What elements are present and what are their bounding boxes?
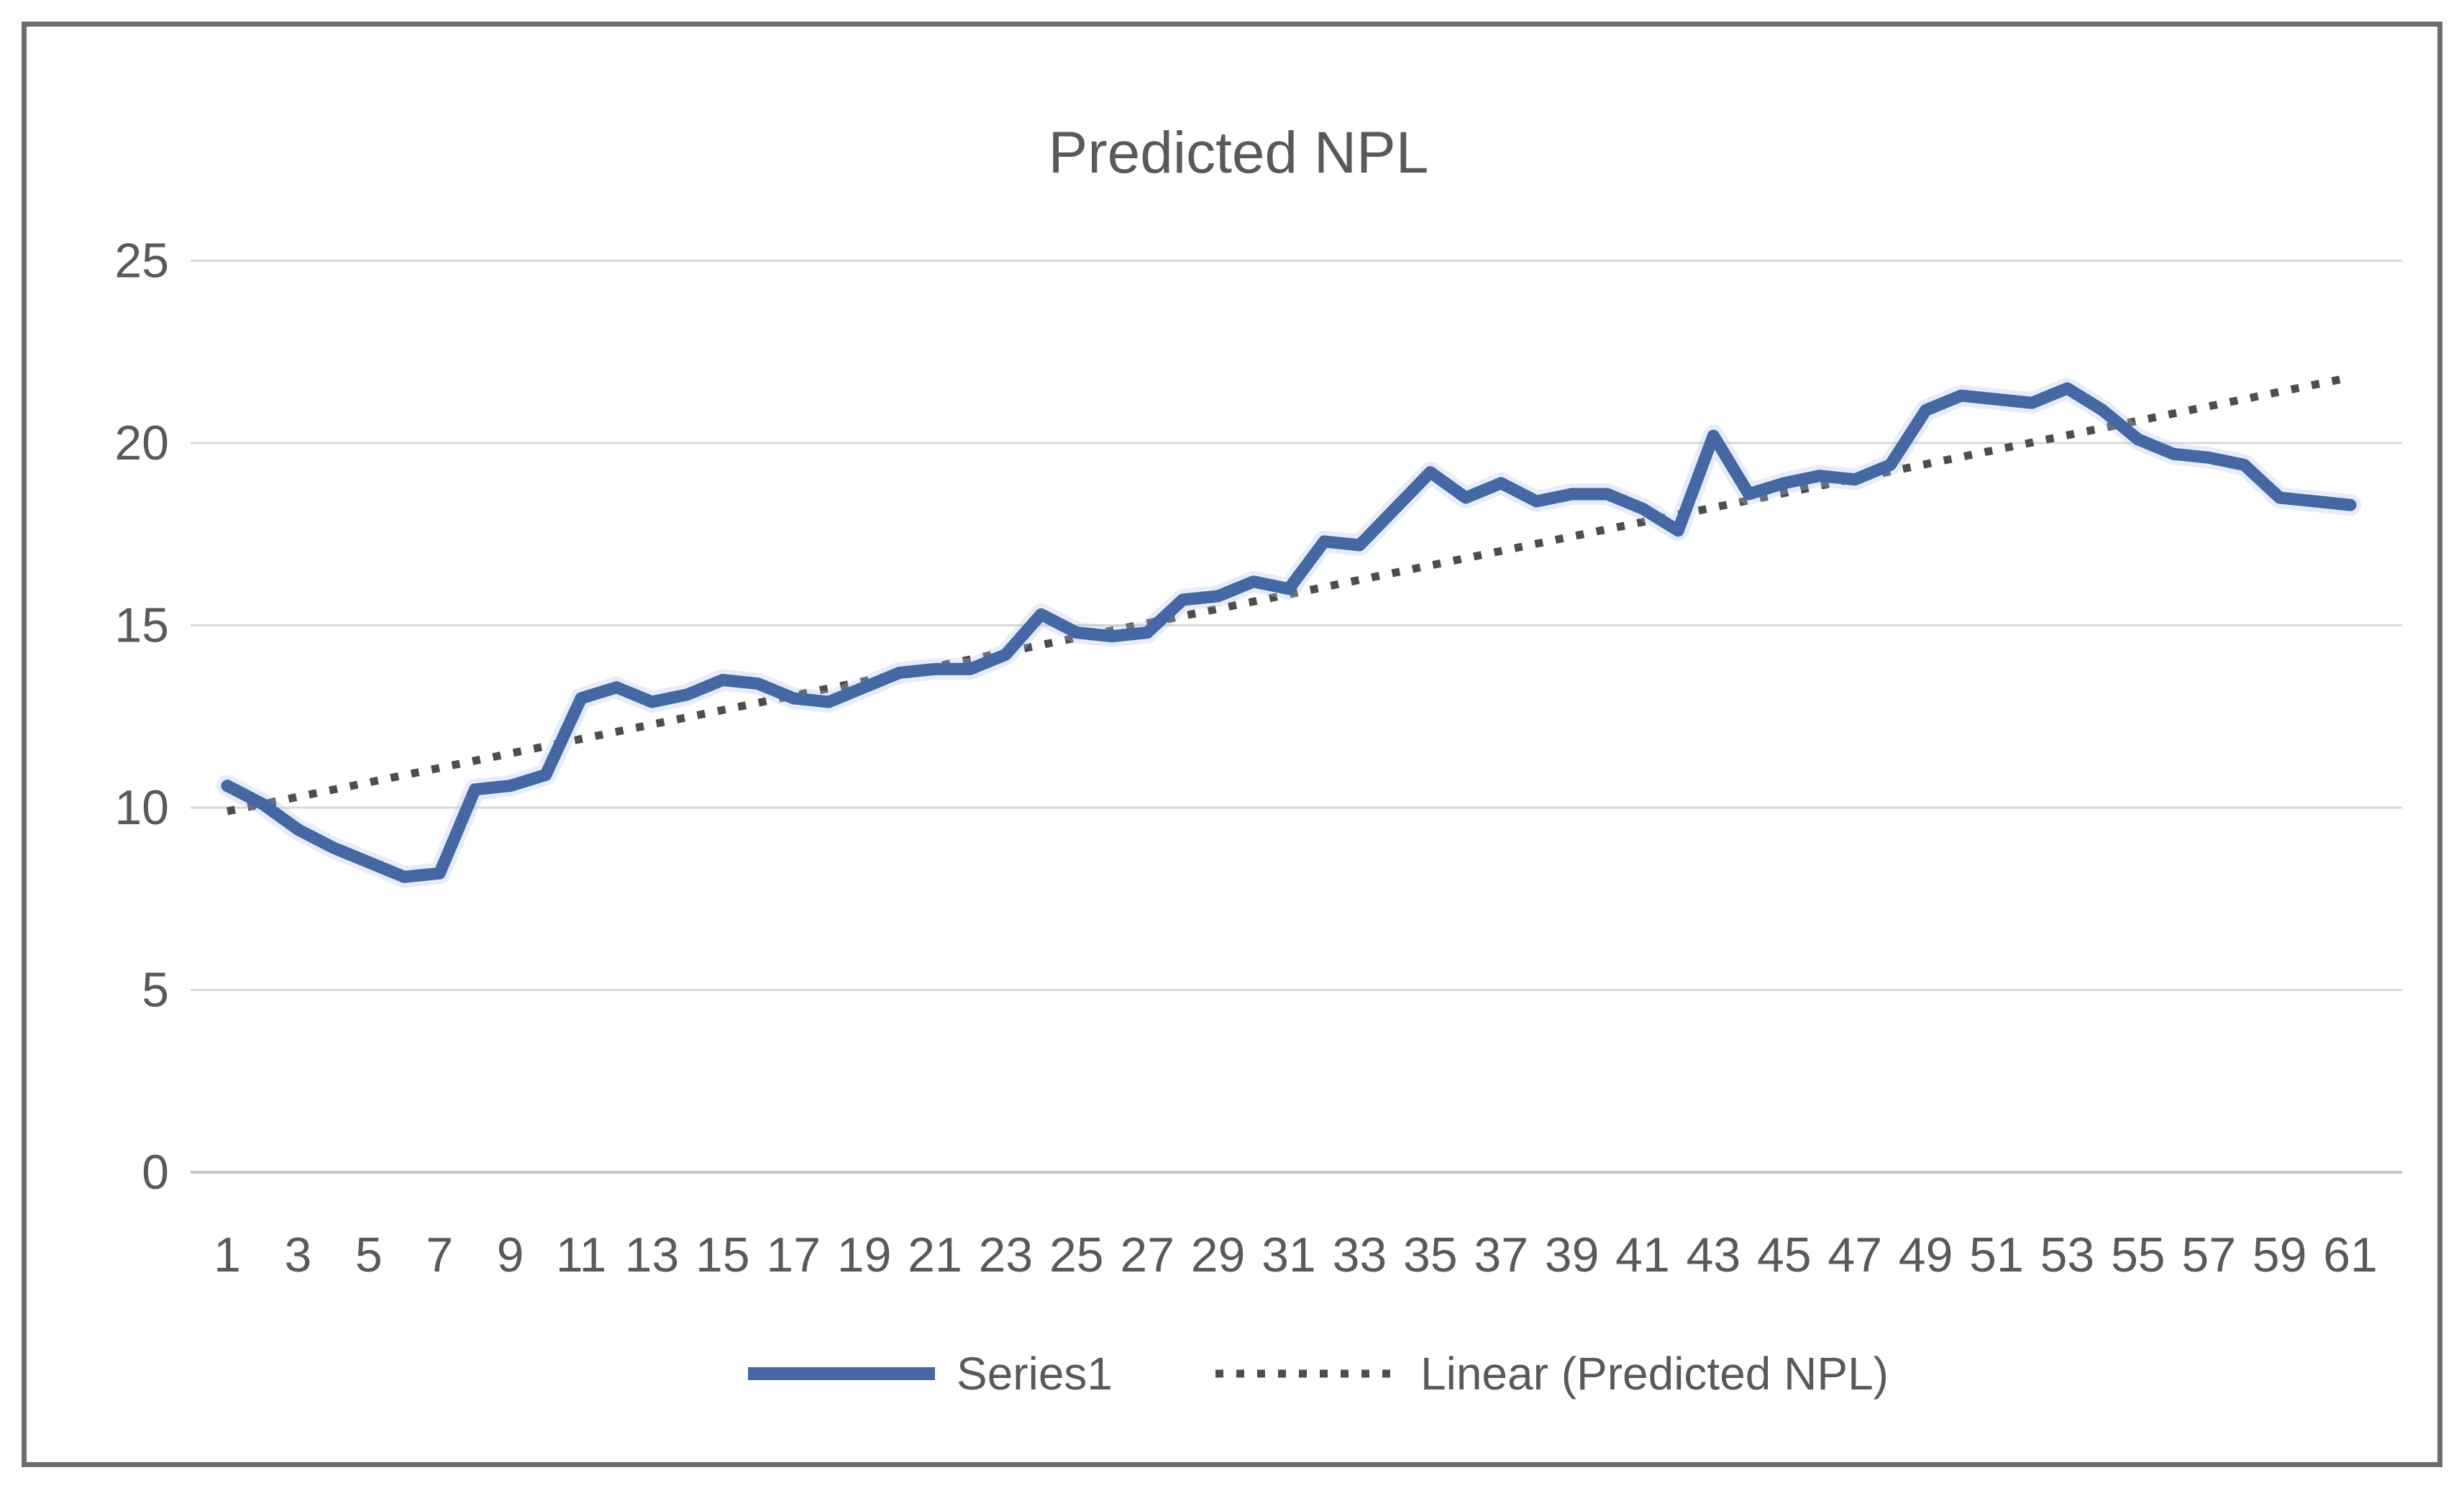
y-tick-label: 0: [142, 1145, 169, 1200]
series1-legend-label: Series1: [957, 1348, 1113, 1400]
x-tick-label: 61: [2323, 1228, 2378, 1282]
trendline-legend-label: Linear (Predicted NPL): [1420, 1348, 1889, 1400]
x-tick-label: 55: [2111, 1228, 2166, 1282]
x-tick-label: 19: [837, 1228, 892, 1282]
x-tick-label: 27: [1120, 1228, 1174, 1282]
x-tick-label: 45: [1757, 1228, 1812, 1282]
y-tick-label: 5: [142, 963, 169, 1018]
x-tick-label: 39: [1545, 1228, 1600, 1282]
x-axis-tick-labels: 1 3 5 7 9 11 13 15 17 19 21 23 25 27 29 31 33 35 37 39 41 43 4…: [214, 1228, 2378, 1282]
x-tick-label: 25: [1049, 1228, 1104, 1282]
x-tick-label: 53: [2040, 1228, 2095, 1282]
x-tick-label: 47: [1828, 1228, 1882, 1282]
x-tick-label: 51: [1969, 1228, 2024, 1282]
y-axis-tick-labels: 0 5 10 15 20 25: [114, 234, 169, 1200]
x-tick-label: 17: [766, 1228, 821, 1282]
x-tick-label: 59: [2253, 1228, 2307, 1282]
x-tick-label: 31: [1261, 1228, 1316, 1282]
x-tick-label: 5: [355, 1228, 383, 1282]
y-tick-label: 25: [114, 234, 169, 288]
x-tick-label: 35: [1403, 1228, 1458, 1282]
series-halo: [216, 378, 2361, 888]
chart-frame-border: [22, 22, 2442, 1467]
x-tick-label: 3: [284, 1228, 311, 1282]
x-tick-label: 11: [556, 1228, 607, 1282]
x-tick-label: 29: [1191, 1228, 1246, 1282]
chart-title: Predicted NPL: [1049, 120, 1429, 186]
x-tick-label: 43: [1687, 1228, 1741, 1282]
y-tick-label: 15: [114, 598, 169, 653]
x-tick-label: 41: [1615, 1228, 1670, 1282]
y-tick-label: 20: [114, 416, 169, 470]
x-tick-label: 7: [426, 1228, 453, 1282]
y-tick-label: 10: [114, 780, 169, 835]
x-tick-label: 15: [695, 1228, 750, 1282]
gridlines: [191, 260, 2402, 1174]
legend: Series1 Linear (Predicted NPL): [748, 1348, 1889, 1400]
x-tick-label: 9: [497, 1228, 524, 1282]
x-tick-label: 49: [1899, 1228, 1953, 1282]
x-tick-label: 33: [1333, 1228, 1387, 1282]
x-tick-label: 21: [908, 1228, 962, 1282]
x-tick-label: 57: [2181, 1228, 2236, 1282]
x-tick-label: 1: [214, 1228, 241, 1282]
series1-line: [221, 382, 2357, 883]
x-tick-label: 23: [979, 1228, 1033, 1282]
x-tick-label: 37: [1474, 1228, 1528, 1282]
x-tick-label: 13: [625, 1228, 680, 1282]
linear-trendline: [226, 373, 2352, 816]
